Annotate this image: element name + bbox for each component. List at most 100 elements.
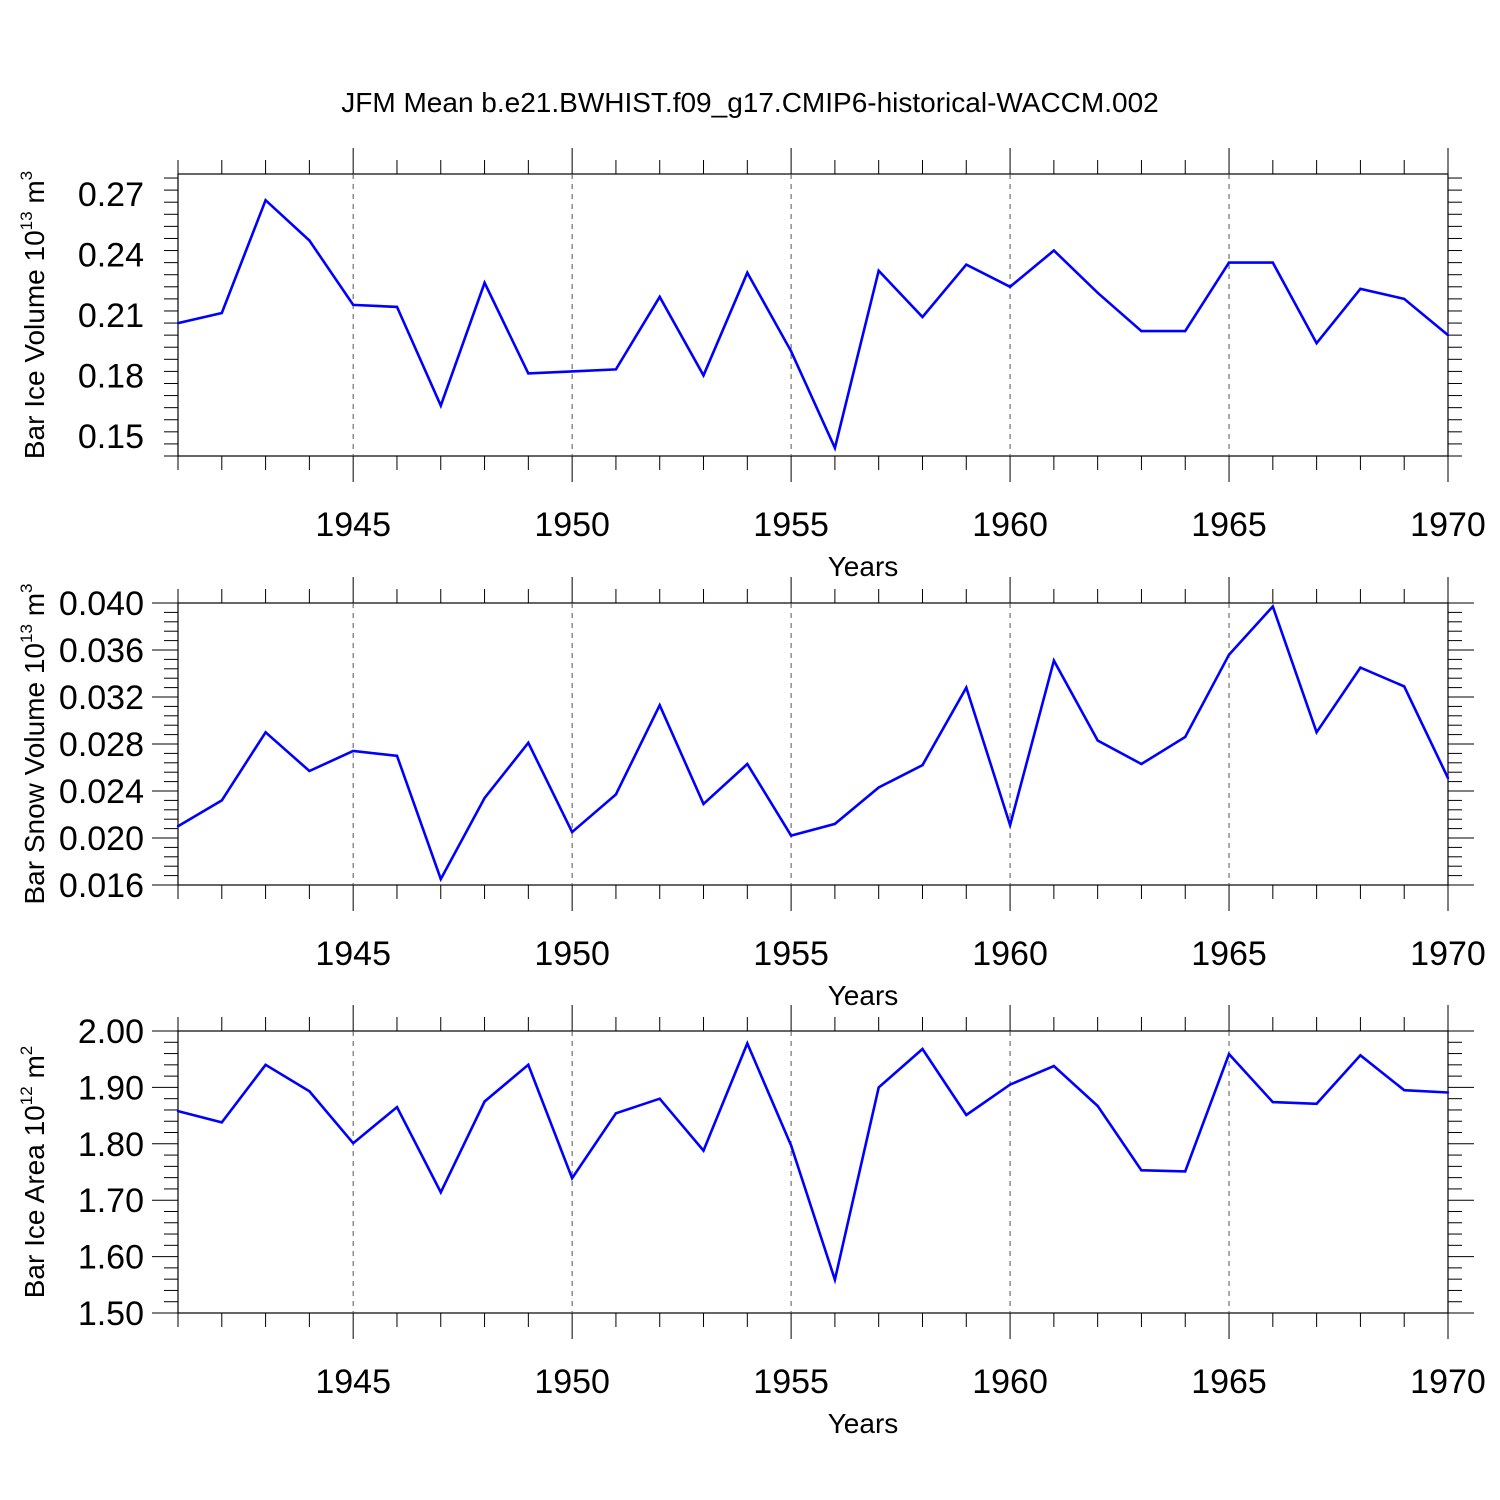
chart-title: JFM Mean b.e21.BWHIST.f09_g17.CMIP6-hist… bbox=[341, 87, 1158, 118]
data-point bbox=[1271, 261, 1275, 264]
data-point bbox=[702, 1149, 705, 1152]
data-point bbox=[614, 1112, 618, 1115]
y-axis-label-superscript: 12 bbox=[17, 1086, 36, 1105]
data-point bbox=[702, 374, 705, 377]
y-axis-label-part: Bar Snow Volume 10 bbox=[19, 643, 50, 905]
y-tick-label: 1.70 bbox=[78, 1182, 144, 1220]
data-point bbox=[746, 1042, 749, 1045]
data-point bbox=[789, 350, 793, 353]
data-point bbox=[1008, 1083, 1012, 1086]
data-point bbox=[921, 315, 924, 319]
data-point bbox=[176, 1109, 180, 1113]
data-point bbox=[965, 1113, 968, 1117]
data-point bbox=[527, 741, 530, 745]
data-point bbox=[527, 1063, 530, 1067]
y-tick-label: 1.80 bbox=[78, 1126, 144, 1164]
x-tick-label: 1955 bbox=[753, 935, 829, 973]
plot-frame bbox=[177, 1030, 1449, 1314]
data-point bbox=[570, 830, 574, 834]
data-point bbox=[877, 1086, 880, 1089]
data-point bbox=[1096, 739, 1099, 742]
y-axis-label-superscript: 13 bbox=[17, 211, 36, 230]
x-tick-label: 1965 bbox=[1191, 935, 1267, 973]
data-point bbox=[308, 769, 311, 773]
data-point bbox=[176, 321, 180, 325]
data-point bbox=[1052, 249, 1056, 252]
y-axis-label-superscript: 3 bbox=[17, 584, 36, 593]
y-tick-label: 0.15 bbox=[78, 418, 144, 456]
data-point bbox=[614, 793, 618, 796]
y-tick-label: 0.024 bbox=[59, 773, 144, 811]
data-point bbox=[1446, 333, 1450, 337]
data-point bbox=[1359, 287, 1362, 291]
y-tick-label: 1.90 bbox=[78, 1069, 144, 1107]
x-tick-label: 1960 bbox=[972, 506, 1048, 544]
x-tick-label: 1955 bbox=[753, 506, 829, 544]
data-point bbox=[746, 762, 749, 766]
y-tick-label: 0.032 bbox=[59, 679, 144, 717]
data-point bbox=[395, 1105, 399, 1109]
data-point bbox=[439, 1191, 442, 1194]
y-axis-label-part: m bbox=[19, 1055, 50, 1086]
x-tick-label: 1965 bbox=[1191, 506, 1267, 544]
data-point bbox=[965, 263, 968, 266]
y-axis-label: Bar Snow Volume 1013 m3 bbox=[17, 584, 50, 905]
y-tick-label: 0.27 bbox=[78, 176, 144, 214]
y-axis-label-part: Bar Ice Volume 10 bbox=[19, 230, 50, 459]
data-point bbox=[570, 1177, 574, 1180]
data-point bbox=[264, 198, 267, 202]
series-line bbox=[177, 604, 1450, 883]
data-point bbox=[1403, 297, 1406, 301]
data-point bbox=[1096, 1104, 1099, 1108]
data-point bbox=[395, 305, 399, 309]
data-point bbox=[833, 1278, 837, 1281]
data-point bbox=[1315, 1102, 1318, 1105]
data-point bbox=[921, 763, 924, 767]
data-point bbox=[658, 295, 661, 299]
data-point bbox=[351, 749, 355, 753]
data-point bbox=[658, 704, 661, 707]
y-tick-label: 0.016 bbox=[59, 867, 144, 905]
y-axis-label-part: m bbox=[19, 593, 50, 624]
data-point bbox=[833, 822, 837, 826]
data-point bbox=[395, 754, 399, 757]
data-point bbox=[483, 796, 486, 800]
plot-frame bbox=[177, 173, 1449, 457]
data-point bbox=[1446, 1091, 1450, 1094]
x-tick-label: 1970 bbox=[1410, 506, 1486, 544]
data-point bbox=[1184, 735, 1187, 739]
data-point bbox=[1184, 1170, 1187, 1173]
data-point bbox=[877, 269, 880, 272]
data-point bbox=[1403, 1089, 1406, 1092]
data-point bbox=[1315, 342, 1318, 345]
data-point bbox=[702, 802, 705, 806]
x-tick-label: 1970 bbox=[1410, 1363, 1486, 1401]
data-point bbox=[1227, 1052, 1231, 1056]
panel-3: 1945 1950 1955 1960 1965 1970 1.50 1.60 1.70 1.80… bbox=[17, 1005, 1486, 1439]
panel-2: 1945 1950 1955 1960 1965 1970 0.016 0.020 0.024 0… bbox=[17, 577, 1486, 1011]
data-point bbox=[439, 404, 442, 407]
data-point bbox=[220, 1121, 223, 1124]
x-tick-label: 1945 bbox=[315, 1363, 391, 1401]
data-point bbox=[1052, 1064, 1056, 1068]
y-axis-label-part: m bbox=[19, 180, 50, 211]
data-point bbox=[1271, 605, 1275, 608]
data-point bbox=[483, 1100, 486, 1103]
y-axis-label-part: Bar Ice Area 10 bbox=[19, 1105, 50, 1298]
y-axis-label: Bar Ice Volume 1013 m3 bbox=[17, 171, 50, 459]
data-point bbox=[1403, 685, 1406, 688]
data-point bbox=[483, 281, 486, 284]
data-point bbox=[220, 799, 223, 802]
data-point bbox=[1315, 731, 1318, 734]
data-point bbox=[176, 825, 180, 828]
data-point bbox=[1140, 329, 1143, 333]
y-tick-label: 1.50 bbox=[78, 1295, 144, 1333]
x-axis-label: Years bbox=[828, 551, 899, 582]
x-tick-label: 1965 bbox=[1191, 1363, 1267, 1401]
data-point bbox=[1140, 1169, 1143, 1172]
y-tick-label: 1.60 bbox=[78, 1239, 144, 1277]
x-tick-label: 1960 bbox=[972, 935, 1048, 973]
data-point bbox=[1271, 1100, 1275, 1104]
y-tick-label: 0.040 bbox=[59, 585, 144, 623]
data-point bbox=[1052, 659, 1056, 662]
